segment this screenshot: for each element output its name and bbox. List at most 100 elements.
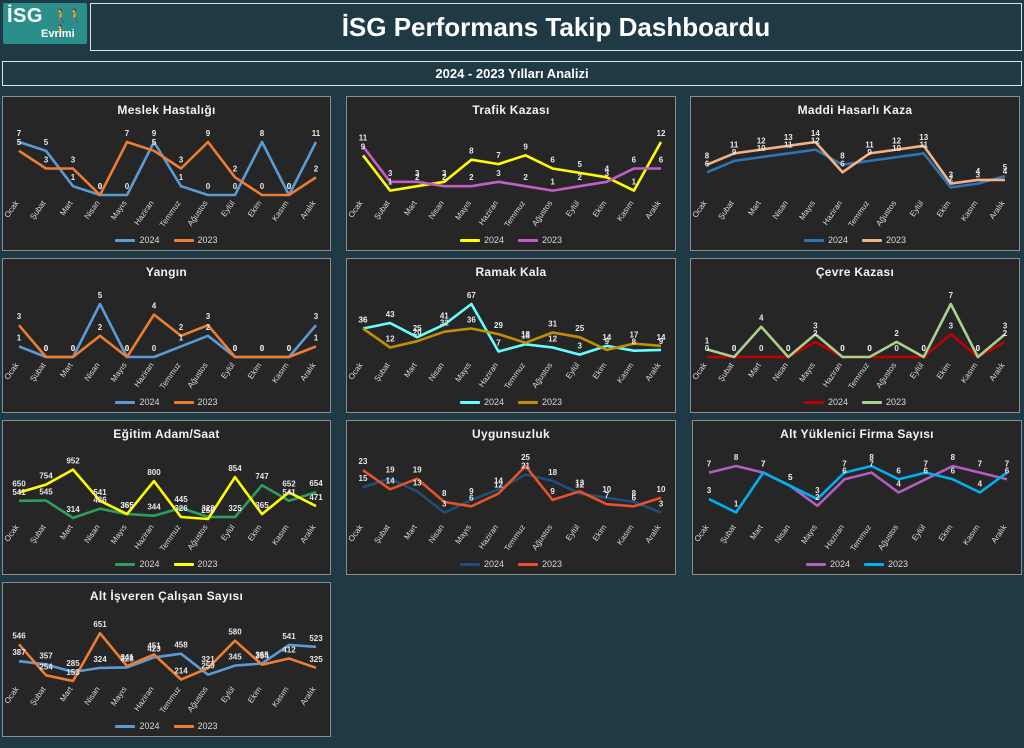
chart-panel-uygunsuz: Uygunsuzluk 15 19 13 3 9 14 21 18 12 10 8 3 23 14 19 8 6 1… [346,420,676,575]
data-label: 0 [98,182,103,191]
tick-label: Kasım [270,685,291,709]
data-label: 365 [120,501,134,510]
data-label: 326 [174,504,188,513]
legend-swatch [862,400,882,404]
data-label: 7 [125,129,130,138]
data-label: 254 [39,662,53,671]
tick-label: Mart [748,522,765,541]
data-label: 0 [759,344,764,353]
data-label: 36 [359,316,368,325]
data-label: 1 [705,336,710,345]
data-label: 5 [17,138,22,147]
tick-label: Nisan [83,199,102,221]
data-label: 10 [757,144,766,153]
data-label: 325 [309,655,323,664]
data-label: 36 [359,316,368,325]
tick-label: Temmuz [158,361,183,391]
dashboard-subheader: 2024 - 2023 Yılları Analizi [2,61,1022,86]
data-label: 43 [386,310,395,319]
data-label: 2 [415,173,420,182]
series-line-2023 [362,327,662,352]
legend-label: 2024 [139,397,160,407]
dashboard-header: İSG Performans Takip Dashboardu [90,3,1022,51]
legend-swatch [805,562,826,566]
tick-label: Nisan [771,199,790,221]
legend-label: 2023 [886,235,907,245]
data-label: 800 [147,468,161,477]
data-label: 6 [469,493,474,502]
legend-swatch [173,724,194,728]
legend-swatch [518,400,538,404]
legend-label: 2023 [197,235,218,245]
data-label: 20 [413,328,422,337]
data-label: 12 [548,335,557,344]
tick-label: Eylül [908,199,925,219]
data-label: 12 [892,137,901,146]
tick-label: Temmuz [846,199,871,229]
chart-panel-ramak: Ramak Kala 36 43 25 41 67 7 16 12 3 14 8 9 36 12 20 32 36… [346,258,676,413]
data-label: 18 [521,330,530,339]
chart-panel-cevre: Çevre Kazası 0 0 0 0 2 0 0 0 0 3 0 2 1 0 4 0 3 0 0 2 0 7 0 3 Ocak… [690,258,1020,413]
data-label: 0 [976,344,981,353]
chart-legend: 2024 2023 [3,559,330,569]
tick-label: Ağustos [186,523,210,552]
tick-label: Eylül [564,199,581,219]
tick-label: Ağustos [874,361,898,390]
chart-panel-altisv: Alt İşveren Çalışan Sayısı 387 357 285 324 32… [2,582,331,737]
tick-label: Aralık [990,522,1010,545]
tick-label: Aralık [644,198,664,221]
data-label: 11 [784,140,793,149]
data-label: 3 [17,312,22,321]
tick-label: Ocak [347,360,365,381]
data-label: 952 [66,457,80,466]
data-label: 5 [152,138,157,147]
chart-title: Ramak Kala [475,265,547,279]
chart-legend: 2024 2023 [347,559,675,569]
data-label: 14 [494,476,503,485]
data-label: 23 [359,457,368,466]
data-label: 11 [919,140,928,149]
tick-label: Aralık [299,684,319,707]
data-label: 6 [659,156,664,165]
tick-label: Mart [746,198,763,217]
tick-label: Şubat [372,522,392,545]
tick-label: Haziran [132,361,155,389]
tick-label: Mayıs [109,685,129,708]
legend-swatch [803,400,824,404]
data-label: 7 [707,460,712,469]
legend-label: 2024 [139,235,160,245]
data-label: 258 [201,506,215,515]
people-icon: 🚶🚶🚶 [53,8,83,39]
legend-swatch [115,562,136,566]
tick-label: Ocak [691,360,709,381]
legend-item: 2023 [173,235,218,245]
data-label: 7 [761,460,766,469]
data-label: 451 [147,641,161,650]
data-label: 1 [17,333,22,342]
data-label: 2 [469,173,474,182]
data-label: 29 [494,321,503,330]
chart-panel-meslek: Meslek Hastalığı 7 5 1 0 0 9 1 0 0 8 0 11 5 3 3 0 7 5 3 9 2 0 0… [2,96,331,251]
chart-legend: 2024 2023 [693,559,1021,569]
tick-label: Kasım [270,361,291,385]
tick-label: Nisan [773,523,792,545]
data-label: 4 [978,480,983,489]
data-label: 10 [602,485,611,494]
legend-item: 2024 [459,559,504,569]
tick-label: Ocak [693,522,711,543]
data-label: 0 [260,344,265,353]
data-label: 6 [632,493,637,502]
legend-label: 2023 [542,397,563,407]
data-label: 2 [442,173,447,182]
tick-label: Aralık [299,198,319,221]
data-label: 285 [66,659,80,668]
legend-item: 2023 [518,235,562,245]
data-label: 5 [578,160,583,169]
series-line-2023 [362,464,662,508]
chart-legend: 2024 2023 [3,397,330,407]
legend-item: 2024 [459,235,504,245]
data-label: 0 [786,344,791,353]
